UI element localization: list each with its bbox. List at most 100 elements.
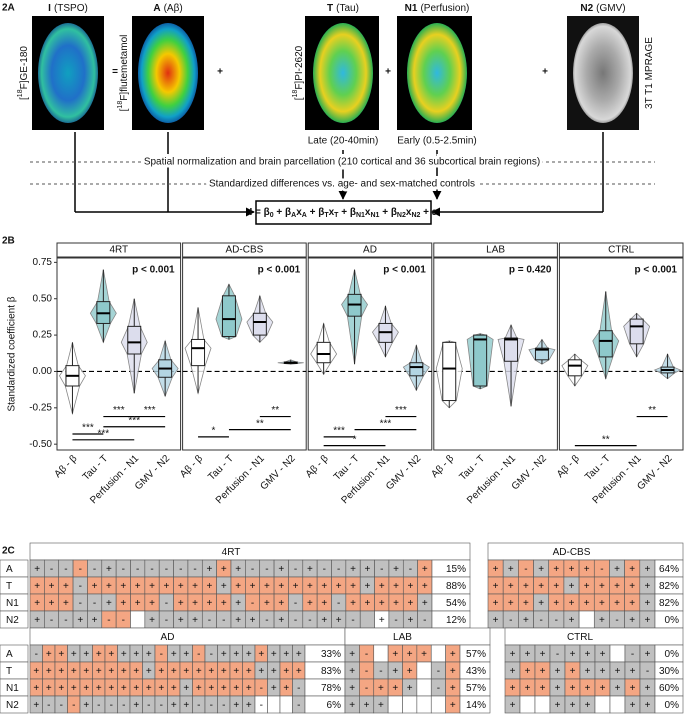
equation-term: I = β	[249, 207, 269, 218]
facet-title: AD	[363, 245, 377, 256]
image-note: Late (20-40min)	[308, 136, 379, 147]
row-label: N1	[6, 683, 19, 694]
row-label-cell	[0, 695, 29, 714]
group-header	[29, 542, 471, 561]
facet-strip	[307, 242, 433, 258]
panel-label: 2C	[2, 546, 15, 557]
cell-sign: +	[350, 581, 356, 592]
x-tick-label: Tau - T	[81, 453, 111, 483]
pct-value: 57%	[466, 649, 486, 660]
cell-sign: +	[553, 564, 559, 575]
facet-strip	[558, 242, 684, 258]
cell-sign: -	[122, 564, 125, 575]
cell-sign: -	[539, 615, 542, 626]
tracer-label: 3T T1 MPRAGE	[644, 37, 655, 109]
cell-sign: +	[555, 683, 561, 694]
row-label-cell	[0, 644, 29, 663]
cell-sign: -	[197, 649, 200, 660]
cell-sign: +	[192, 598, 198, 609]
image-note: Early (0.5-2.5min)	[397, 136, 476, 147]
cell-sign: -	[380, 564, 383, 575]
cell-sign: +	[555, 666, 561, 677]
cell-sign: +	[408, 615, 414, 626]
table-cell	[430, 695, 446, 714]
group-name: CTRL	[567, 632, 594, 643]
cell-sign: +	[350, 598, 356, 609]
cell-sign: +	[250, 581, 256, 592]
cell-sign: +	[178, 598, 184, 609]
cell-sign: -	[265, 564, 268, 575]
cell-sign: +	[207, 598, 213, 609]
group-name: AD-CBS	[553, 547, 591, 558]
cell-sign: +	[629, 615, 635, 626]
pct-value: 12%	[446, 615, 466, 626]
cell-sign: +	[614, 598, 620, 609]
x-tick-label: Tau - T	[457, 453, 487, 483]
cell-sign: +	[321, 615, 327, 626]
cell-sign: +	[235, 564, 241, 575]
tracer-label: [18F]PI-2620	[292, 45, 304, 100]
cell-sign: +	[71, 666, 77, 677]
cell-sign: -	[150, 564, 153, 575]
image-name: (Aβ)	[164, 3, 183, 14]
box	[504, 337, 519, 362]
cell-sign: +	[196, 666, 202, 677]
x-tick-label: Aβ - β	[304, 453, 331, 480]
cell-sign: +	[63, 581, 69, 592]
cell-sign: -	[147, 700, 150, 711]
cell-sign: -	[60, 700, 63, 711]
equation-sub: N1	[370, 212, 379, 219]
equation-sub: A	[302, 212, 307, 219]
cell-sign: +	[570, 683, 576, 694]
cell-sign: +	[133, 649, 139, 660]
cell-sign: +	[421, 649, 427, 660]
cell-sign: +	[615, 683, 621, 694]
brain-image	[38, 23, 98, 123]
cell-sign: +	[307, 564, 313, 575]
cell-sign: +	[178, 615, 184, 626]
cell-sign: +	[235, 615, 241, 626]
operator: +	[385, 67, 391, 78]
tracer-part: [	[119, 108, 130, 111]
cell-sign: +	[599, 581, 605, 592]
table-cell	[279, 695, 293, 714]
row-label: T	[6, 581, 12, 592]
cell-sign: +	[146, 666, 152, 677]
cell-sign: +	[46, 649, 52, 660]
box	[316, 341, 331, 364]
table-cell	[534, 695, 551, 714]
tracer-part: F]GE-180	[19, 46, 30, 90]
cell-sign: +	[246, 666, 252, 677]
cell-sign: +	[221, 649, 227, 660]
pct-value: 60%	[659, 683, 679, 694]
cell-sign: +	[349, 666, 355, 677]
cell-sign: -	[122, 615, 125, 626]
cell-sign: +	[283, 649, 289, 660]
cell-sign: +	[33, 666, 39, 677]
y-tick-label: -0.25	[29, 402, 52, 413]
significance: **	[648, 405, 656, 416]
cell-sign: +	[106, 564, 112, 575]
cell-sign: +	[600, 683, 606, 694]
cell-sign: +	[644, 581, 650, 592]
cell-sign: -	[97, 700, 100, 711]
cell-sign: +	[599, 598, 605, 609]
cell-sign: +	[614, 581, 620, 592]
cell-sign: +	[149, 615, 155, 626]
table-cell	[609, 644, 626, 663]
row-label-cell	[0, 576, 29, 595]
cell-sign: +	[408, 581, 414, 592]
tracer-part: 18	[292, 90, 299, 98]
cell-sign: +	[538, 581, 544, 592]
x-tick-label: Aβ - β	[53, 453, 80, 480]
equation-box	[255, 200, 432, 225]
cell-sign: +	[283, 683, 289, 694]
pct-value: 83%	[321, 666, 341, 677]
pct-value: 64%	[659, 564, 679, 575]
significance: ***	[333, 426, 345, 437]
step-label: Standardized differences vs. age- and se…	[209, 179, 475, 190]
cell-sign: +	[379, 598, 385, 609]
cell-sign: -	[409, 564, 412, 575]
cell-sign: +	[250, 615, 256, 626]
